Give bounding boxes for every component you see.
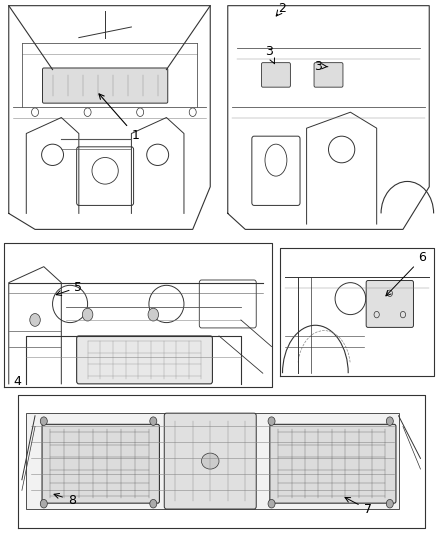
FancyBboxPatch shape bbox=[164, 413, 256, 509]
FancyBboxPatch shape bbox=[42, 424, 159, 503]
FancyBboxPatch shape bbox=[261, 63, 290, 87]
Text: 2: 2 bbox=[278, 2, 286, 15]
Text: 5: 5 bbox=[56, 281, 82, 295]
Circle shape bbox=[150, 499, 157, 508]
Text: 3: 3 bbox=[314, 60, 328, 72]
Text: 4: 4 bbox=[14, 375, 21, 387]
Circle shape bbox=[82, 308, 93, 321]
Text: 6: 6 bbox=[386, 252, 426, 296]
Circle shape bbox=[148, 308, 159, 321]
Circle shape bbox=[40, 499, 47, 508]
Circle shape bbox=[268, 499, 275, 508]
FancyBboxPatch shape bbox=[42, 68, 168, 103]
Circle shape bbox=[30, 313, 40, 326]
Circle shape bbox=[150, 417, 157, 425]
Circle shape bbox=[386, 499, 393, 508]
FancyBboxPatch shape bbox=[270, 424, 396, 503]
Circle shape bbox=[268, 417, 275, 425]
Circle shape bbox=[386, 417, 393, 425]
Text: 8: 8 bbox=[54, 494, 76, 507]
Ellipse shape bbox=[201, 453, 219, 469]
Text: 1: 1 bbox=[99, 94, 139, 142]
Circle shape bbox=[40, 417, 47, 425]
FancyBboxPatch shape bbox=[26, 413, 399, 509]
FancyBboxPatch shape bbox=[366, 280, 413, 327]
Text: 7: 7 bbox=[345, 497, 371, 516]
FancyBboxPatch shape bbox=[314, 63, 343, 87]
FancyBboxPatch shape bbox=[77, 336, 212, 384]
Text: 3: 3 bbox=[265, 45, 275, 64]
